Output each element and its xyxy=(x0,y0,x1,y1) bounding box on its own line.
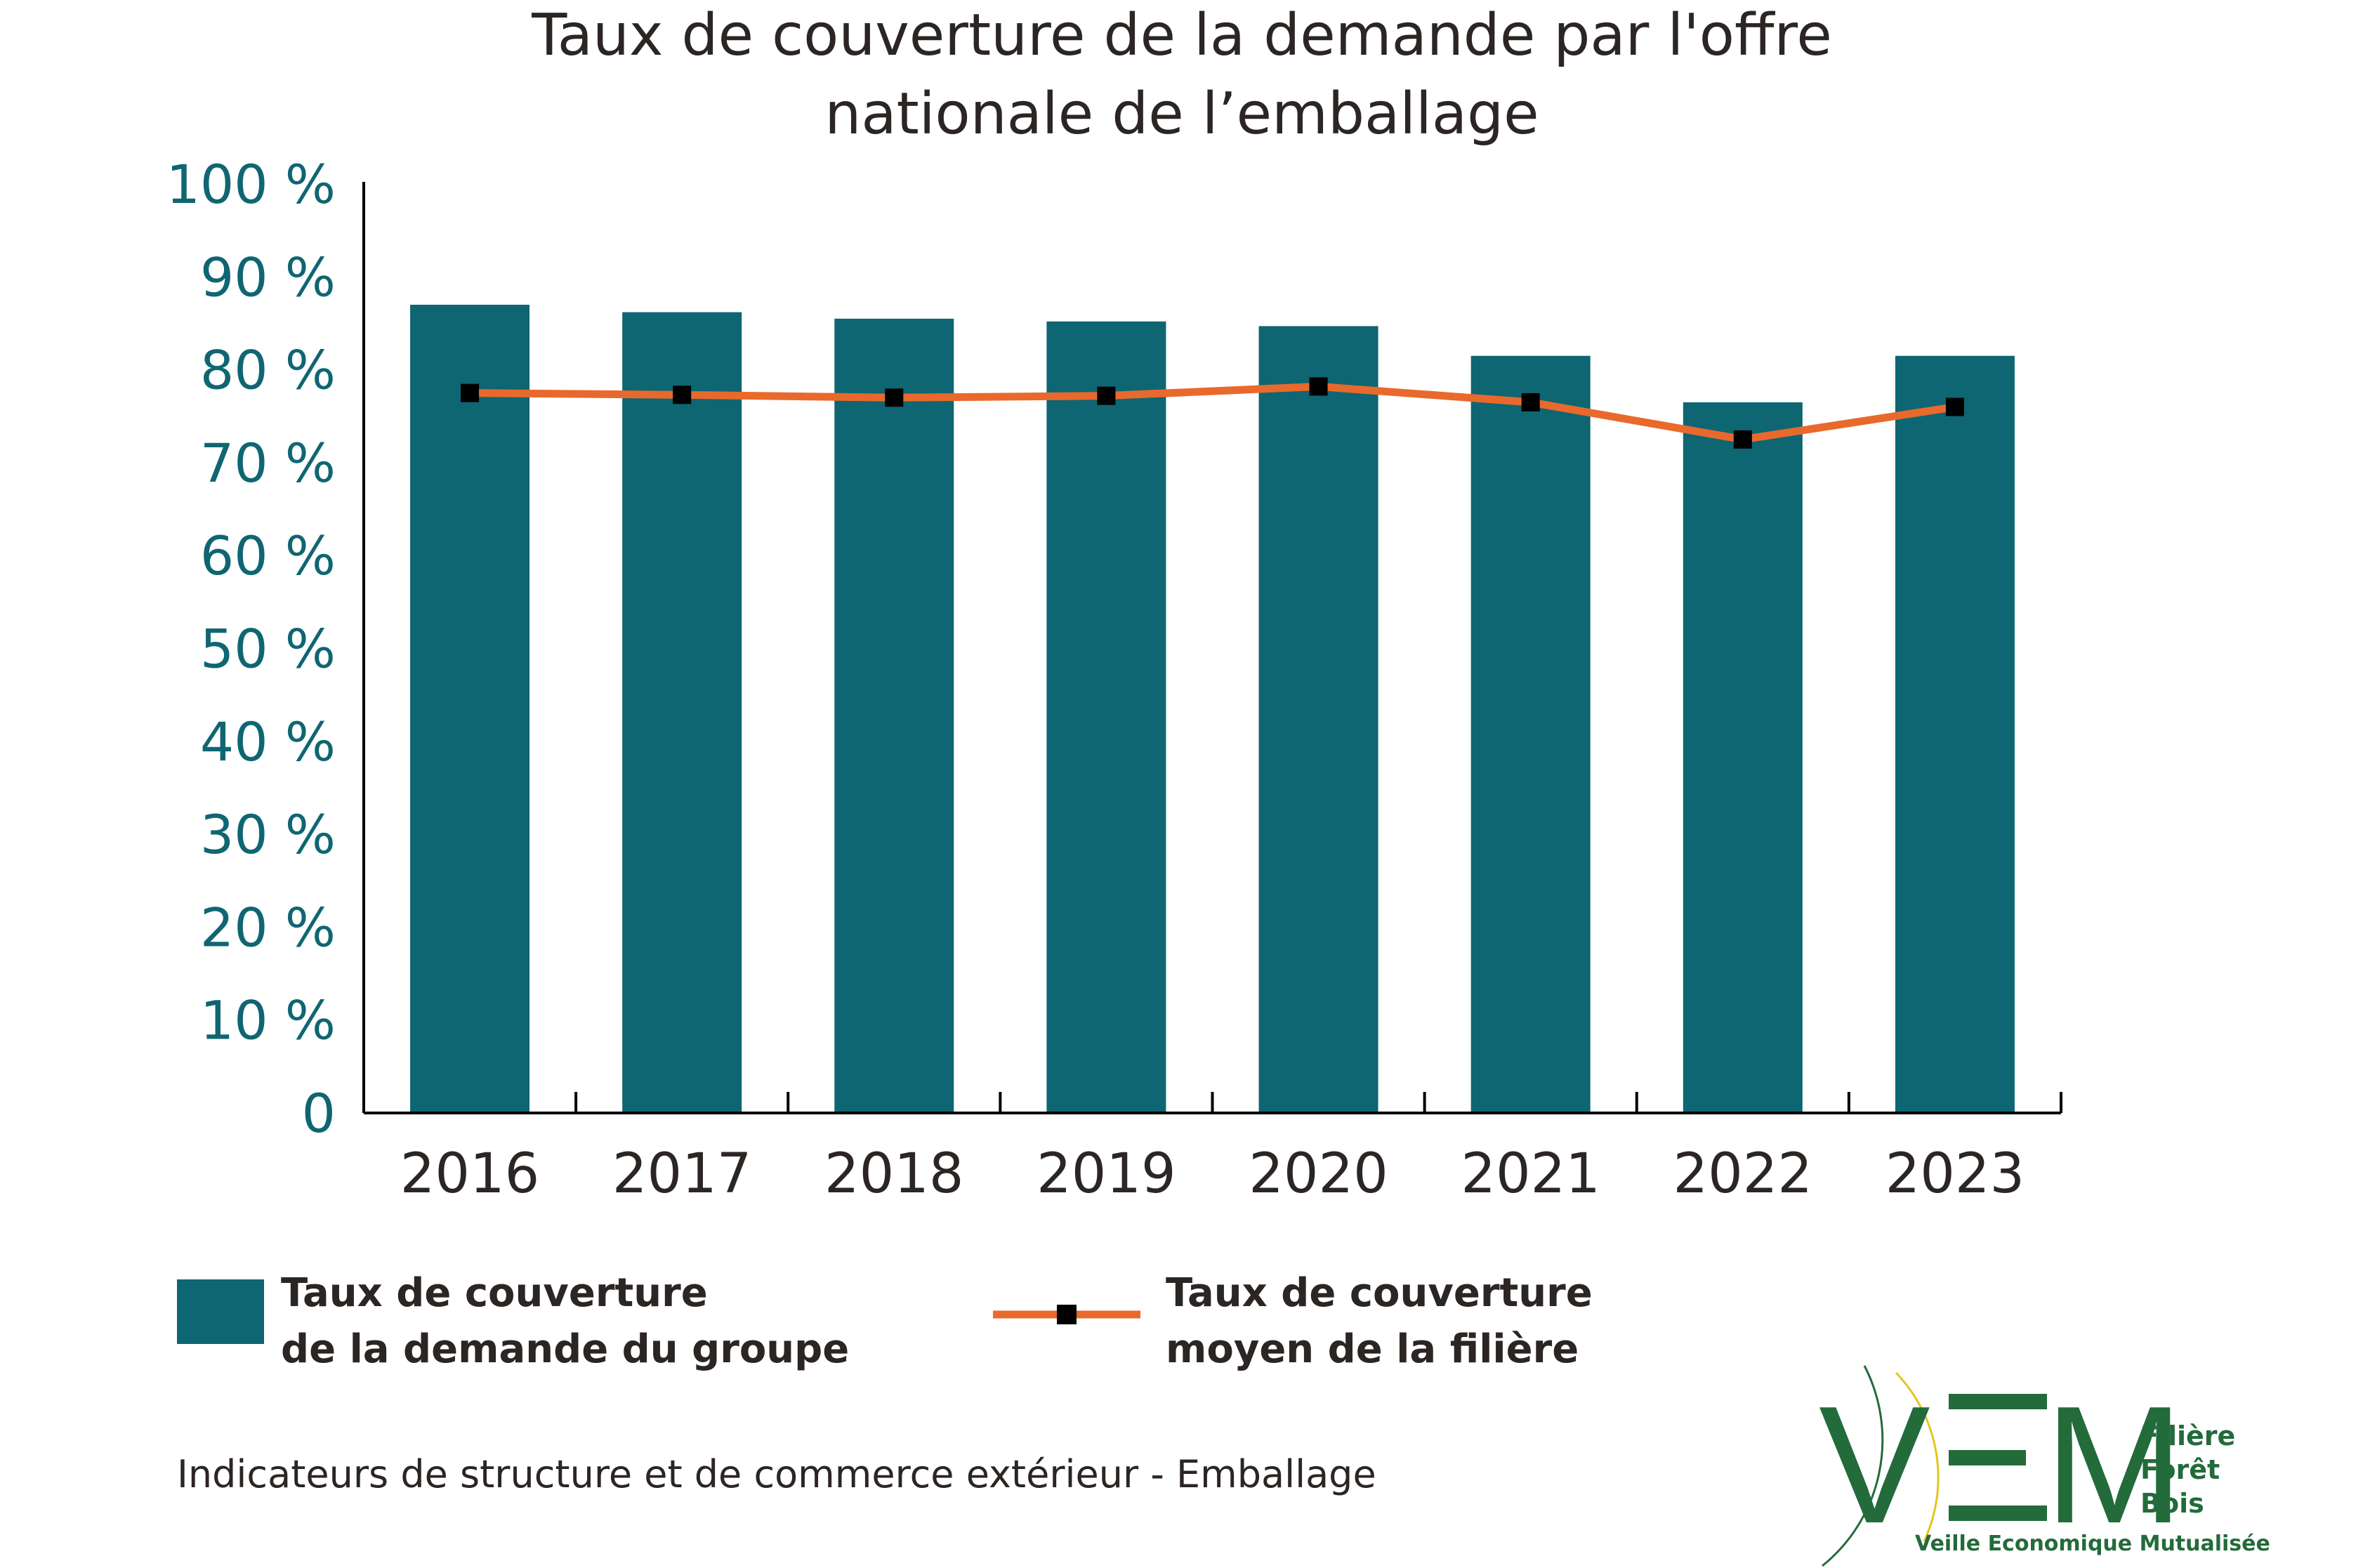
x-tick-label: 2017 xyxy=(612,1142,752,1206)
legend-bar-label-line-1: Taux de couverture xyxy=(281,1270,708,1316)
y-tick-label: 80 % xyxy=(200,339,336,402)
logo-tagline: Veille Economique Mutualisée xyxy=(1915,1531,2270,1556)
y-tick-label: 70 % xyxy=(200,432,336,494)
line-point-marker xyxy=(1097,386,1116,405)
x-tick-label: 2019 xyxy=(1036,1142,1176,1206)
bar xyxy=(1470,355,1591,1113)
legend-line-label-line-2: moyen de la filière xyxy=(1166,1326,1579,1372)
x-tick-label: 2022 xyxy=(1673,1142,1813,1206)
y-tick-label: 20 % xyxy=(200,896,336,958)
x-tick-label: 2016 xyxy=(400,1142,540,1206)
legend: Taux de couverture de la demande du grou… xyxy=(177,1270,1593,1372)
y-tick-label: 50 % xyxy=(200,618,336,680)
bar xyxy=(410,304,530,1113)
axes xyxy=(362,182,2062,1114)
bar xyxy=(622,312,742,1114)
logo-letter-v: V xyxy=(1819,1372,1932,1558)
legend-bar-label-line-2: de la demande du groupe xyxy=(281,1326,849,1372)
logo-arc-yellow xyxy=(1895,1371,1940,1542)
logo-bois: Bois xyxy=(2140,1488,2204,1519)
y-tick-label: 60 % xyxy=(200,525,336,587)
y-tick-label: 30 % xyxy=(200,803,336,866)
line-point-marker xyxy=(1945,397,1964,416)
bar xyxy=(1046,321,1166,1114)
bar xyxy=(1895,355,2015,1113)
y-axis-ticks: 0 10 % 20 % 30 % 40 % 50 % 60 % 70 % 80 % 90 % 100… xyxy=(166,153,336,1145)
footer-source-text: Indicateurs de structure et de commerce … xyxy=(177,1452,1376,1496)
x-tick-label: 2023 xyxy=(1885,1142,2025,1206)
legend-line-label-line-1: Taux de couverture xyxy=(1166,1270,1593,1316)
y-tick-label: 90 % xyxy=(200,246,336,308)
bar xyxy=(1258,326,1378,1114)
line-point-marker xyxy=(461,383,480,402)
logo-letter-m: M xyxy=(2045,1372,2185,1558)
legend-swatch-marker xyxy=(1057,1305,1077,1324)
x-tick-label: 2018 xyxy=(824,1142,964,1206)
x-tick-label: 2020 xyxy=(1249,1142,1388,1206)
y-tick-label: 0 xyxy=(302,1082,336,1145)
line-series-path xyxy=(470,382,1956,444)
vem-logo: VEM Filière Forêt Bois Veille Economique… xyxy=(1819,1365,2270,1567)
bar-series xyxy=(410,304,2015,1114)
line-point-marker xyxy=(1309,377,1328,396)
bar xyxy=(1683,402,1803,1113)
logo-letters: VEM xyxy=(1819,1372,2185,1558)
line-point-marker xyxy=(1521,393,1540,411)
logo-arc-green xyxy=(1822,1365,1884,1567)
bar xyxy=(834,318,954,1114)
line-point-marker xyxy=(885,388,904,407)
y-tick-label: 40 % xyxy=(200,711,336,773)
y-tick-label: 100 % xyxy=(166,153,336,216)
logo-filiere: Filière xyxy=(2140,1421,2235,1451)
y-tick-label: 10 % xyxy=(200,989,336,1052)
logo-foret: Forêt xyxy=(2140,1454,2220,1485)
line-point-marker xyxy=(1733,430,1752,449)
line-point-marker xyxy=(673,386,692,404)
chart-title-line-1: Taux de couverture de la demande par l'o… xyxy=(531,2,1832,69)
line-series xyxy=(461,377,1964,449)
legend-swatch-bar xyxy=(177,1279,264,1344)
logo-e-bars xyxy=(1949,1394,2047,1521)
x-tick-label: 2021 xyxy=(1461,1142,1600,1206)
chart-title-line-2: nationale de l’emballage xyxy=(824,81,1539,147)
x-axis-ticks: 2016 2017 2018 2019 2020 2021 2022 2023 xyxy=(400,1142,2025,1206)
